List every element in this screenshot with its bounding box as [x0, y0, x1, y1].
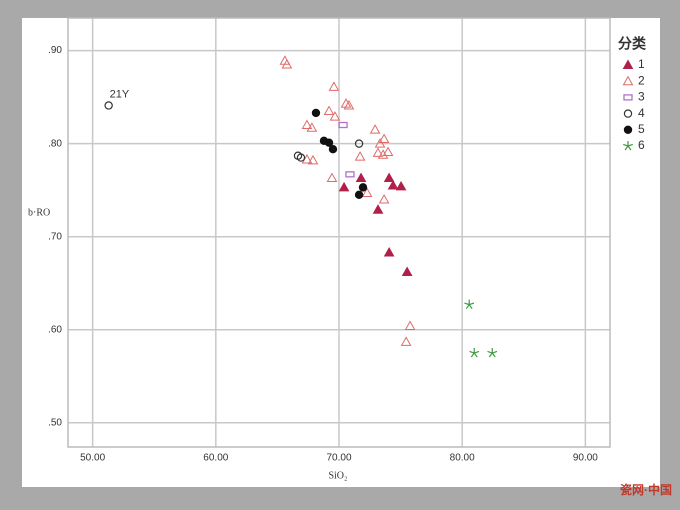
- data-point: [323, 105, 335, 116]
- data-point: [469, 348, 480, 358]
- data-point: [372, 204, 384, 214]
- legend-marker: [623, 125, 633, 135]
- y-tick-label: .70: [48, 231, 62, 242]
- data-point: [369, 124, 381, 134]
- data-point: [383, 172, 395, 183]
- y-axis-label: b·RO: [28, 207, 50, 218]
- data-point: [329, 111, 341, 121]
- legend-marker: [623, 141, 633, 151]
- x-tick-label: 80.00: [450, 453, 475, 464]
- data-point: [361, 187, 373, 197]
- data-point: [324, 138, 334, 147]
- data-point: [355, 172, 367, 183]
- data-point: [382, 146, 394, 157]
- data-point: [358, 183, 368, 192]
- data-point: [372, 147, 384, 157]
- data-point: [404, 320, 416, 331]
- data-point: [281, 59, 293, 69]
- legend-title: 分类: [618, 36, 647, 52]
- legend-label: 4: [638, 106, 645, 120]
- data-point: [400, 336, 412, 346]
- watermark: 瓷网·中国: [620, 482, 672, 497]
- data-point: [296, 153, 306, 162]
- data-point: [354, 190, 364, 200]
- y-tick-label: .60: [48, 324, 62, 335]
- legend-label: 5: [638, 122, 645, 136]
- legend-marker: [622, 59, 634, 69]
- data-point: [387, 179, 399, 190]
- annotation: 21Y: [110, 88, 130, 100]
- data-point: [326, 172, 338, 183]
- data-point: [311, 108, 321, 118]
- y-tick-label: .80: [48, 138, 62, 149]
- data-point: [354, 139, 364, 148]
- x-axis-label: SiO₂: [328, 470, 347, 481]
- data-point: [401, 266, 413, 277]
- data-point: [487, 348, 498, 358]
- data-point: [464, 299, 475, 310]
- panel: [22, 18, 660, 487]
- data-point: [395, 180, 407, 191]
- data-point: [383, 246, 395, 257]
- x-tick-label: 60.00: [203, 453, 228, 464]
- data-point: [374, 138, 386, 148]
- x-tick-label: 90.00: [573, 453, 598, 464]
- legend-label: 6: [638, 138, 645, 152]
- data-point: [328, 145, 338, 154]
- data-point: [345, 171, 355, 178]
- data-point: [301, 119, 313, 130]
- legend-marker: [623, 109, 633, 118]
- legend-marker: [623, 94, 633, 101]
- legend-label: 2: [638, 73, 645, 87]
- data-point: [378, 193, 390, 204]
- data-point: [306, 122, 318, 132]
- data-point: [354, 151, 366, 161]
- data-point: [328, 81, 340, 91]
- plot-frame: [67, 17, 611, 448]
- legend-label: 1: [638, 57, 645, 71]
- data-point: [338, 181, 350, 192]
- data-point: [104, 101, 113, 110]
- data-point: [343, 99, 355, 110]
- x-tick-label: 70.00: [326, 453, 351, 464]
- data-point: [307, 154, 319, 165]
- y-tick-label: .90: [48, 45, 62, 56]
- y-tick-label: .50: [48, 417, 62, 428]
- data-point: [338, 121, 348, 129]
- legend-marker: [622, 75, 634, 86]
- data-point: [378, 133, 390, 143]
- x-tick-label: 50.00: [80, 453, 105, 464]
- legend-label: 3: [638, 90, 645, 104]
